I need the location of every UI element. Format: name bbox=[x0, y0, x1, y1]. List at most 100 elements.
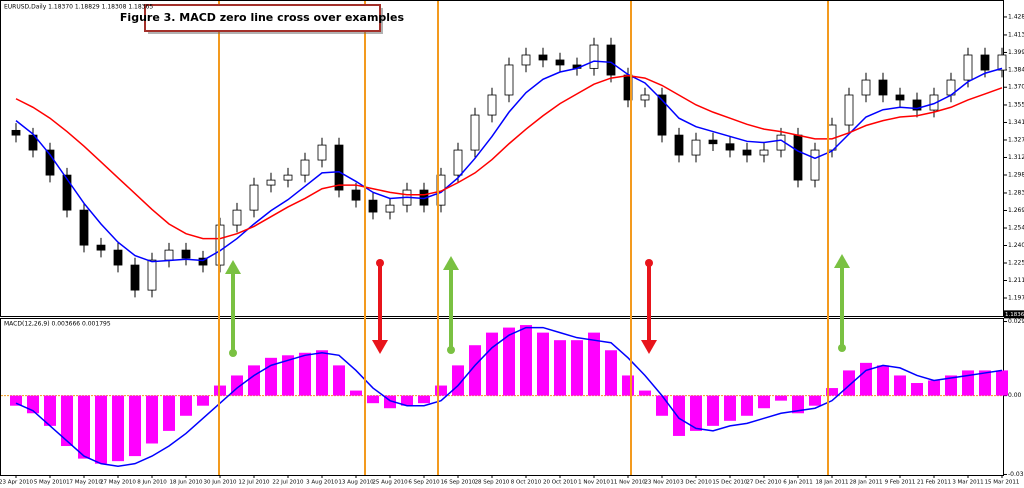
candle-body bbox=[113, 249, 123, 266]
y-tick-label: 1.19710 bbox=[1008, 295, 1024, 302]
histogram-bar bbox=[792, 395, 804, 414]
price-header: EURUSD,Daily 1.18370 1.18829 1.18308 1.1… bbox=[4, 4, 153, 11]
histogram-bar bbox=[282, 355, 294, 396]
histogram-bar bbox=[724, 395, 736, 421]
title-box bbox=[144, 4, 381, 32]
histogram-bar bbox=[554, 340, 566, 396]
candle-body bbox=[232, 209, 242, 226]
candle-body bbox=[810, 149, 820, 181]
x-tick-label: 17 May 2010 bbox=[66, 480, 102, 486]
candle-body bbox=[79, 209, 89, 246]
indicator-line bbox=[15, 74, 1003, 240]
price-panel bbox=[0, 0, 1004, 317]
candle-body bbox=[538, 54, 548, 61]
candle-body bbox=[606, 44, 616, 76]
candle-body bbox=[691, 139, 701, 156]
histogram-bar bbox=[843, 370, 855, 396]
x-tick-label: 13 Aug 2010 bbox=[338, 480, 374, 486]
x-tick-label: 27 Dec 2010 bbox=[746, 480, 782, 486]
histogram-bar bbox=[656, 395, 668, 416]
candle-body bbox=[334, 144, 344, 191]
histogram-bar bbox=[996, 370, 1008, 396]
histogram-bar bbox=[469, 345, 481, 396]
histogram-bar bbox=[197, 395, 209, 406]
candle-body bbox=[487, 94, 497, 116]
arrows bbox=[225, 254, 850, 357]
candle-body bbox=[385, 204, 395, 213]
histogram-bar bbox=[979, 370, 991, 396]
x-tick-label: 15 Dec 2010 bbox=[712, 480, 748, 486]
candle-body bbox=[997, 54, 1007, 71]
candle-body bbox=[11, 129, 21, 136]
histogram-bar bbox=[95, 395, 107, 464]
y-tick-label: 1.42830 bbox=[1008, 13, 1024, 20]
candle-body bbox=[674, 134, 684, 156]
y-tick-label: 1.24030 bbox=[1008, 242, 1024, 249]
candle-body bbox=[62, 174, 72, 211]
x-tick-label: 22 Jul 2010 bbox=[272, 480, 304, 486]
candle-body bbox=[96, 244, 106, 251]
y-tick-label: 1.26910 bbox=[1008, 207, 1024, 214]
x-tick-label: 25 Aug 2010 bbox=[372, 480, 408, 486]
x-tick-label: 12 Jul 2010 bbox=[238, 480, 270, 486]
x-tick-label: 3 Mar 2011 bbox=[952, 480, 983, 486]
sell-arrow bbox=[641, 259, 657, 354]
histogram-bar bbox=[962, 370, 974, 396]
buy-arrow bbox=[834, 254, 850, 352]
histogram-bar bbox=[10, 395, 22, 406]
histogram-bar bbox=[809, 395, 821, 406]
histogram-bar bbox=[639, 390, 651, 396]
histogram-bar bbox=[707, 395, 719, 426]
histogram-bar bbox=[503, 327, 515, 396]
y-tick-label: 1.38470 bbox=[1008, 66, 1024, 73]
candle-body bbox=[742, 149, 752, 156]
x-tick-label: 28 Sep 2010 bbox=[475, 480, 510, 486]
histogram-bar bbox=[367, 395, 379, 404]
candle-body bbox=[283, 174, 293, 181]
histogram-bar bbox=[486, 332, 498, 396]
histogram-bar bbox=[894, 375, 906, 396]
chart-title: Figure 3. MACD zero line cross over exam… bbox=[120, 11, 405, 24]
y-tick-label: 1.41350 bbox=[1008, 31, 1024, 38]
histogram-bar bbox=[316, 350, 328, 396]
y-tick-label: 0.00 bbox=[1008, 392, 1022, 399]
candle-body bbox=[266, 179, 276, 186]
x-tick-label: 18 Jan 2011 bbox=[816, 480, 849, 486]
candle-body bbox=[759, 149, 769, 156]
candle-body bbox=[181, 249, 191, 259]
candle-body bbox=[980, 54, 990, 71]
histogram-bar bbox=[180, 395, 192, 416]
histogram-bar bbox=[860, 362, 872, 396]
x-tick-label: 18 Jun 2010 bbox=[169, 480, 203, 486]
candle-body bbox=[895, 94, 905, 101]
candle-body bbox=[147, 259, 157, 291]
x-tick-label: 5 May 2010 bbox=[34, 480, 67, 486]
x-tick-label: 8 Jun 2010 bbox=[137, 480, 167, 486]
x-tick-label: 20 Oct 2010 bbox=[543, 480, 578, 486]
histogram-bar bbox=[333, 365, 345, 396]
histogram-bar bbox=[945, 375, 957, 396]
histogram-bar bbox=[129, 395, 141, 457]
candle-body bbox=[453, 149, 463, 176]
candle-body bbox=[793, 134, 803, 181]
candle-body bbox=[844, 94, 854, 126]
histogram-bar bbox=[537, 332, 549, 396]
candle-body bbox=[912, 99, 922, 111]
histogram-bar bbox=[146, 395, 158, 444]
last-price-label: 1.18365 bbox=[1005, 312, 1024, 318]
histogram-bar bbox=[61, 395, 73, 447]
histogram-bar bbox=[775, 395, 787, 401]
candle-body bbox=[249, 184, 259, 211]
candle-body bbox=[198, 257, 208, 266]
candle-body bbox=[351, 189, 361, 201]
histogram-bar bbox=[401, 395, 413, 406]
x-tick-label: 6 Sep 2010 bbox=[408, 480, 440, 486]
histogram-bar bbox=[248, 365, 260, 396]
x-tick-label: 6 Jan 2011 bbox=[783, 480, 812, 486]
histogram-bar bbox=[418, 395, 430, 404]
candle-body bbox=[368, 199, 378, 213]
histogram-bar bbox=[588, 332, 600, 396]
histogram-bar bbox=[877, 365, 889, 396]
last-price-box bbox=[1004, 310, 1024, 319]
